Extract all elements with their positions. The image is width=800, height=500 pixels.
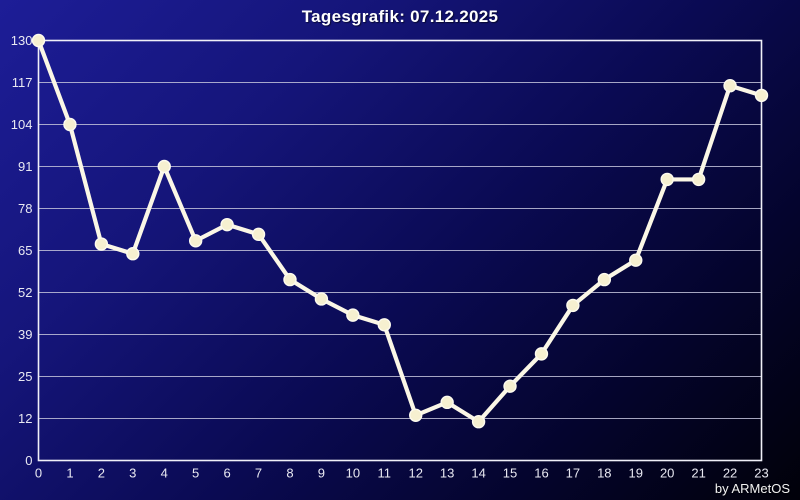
data-point <box>346 308 360 322</box>
data-point <box>314 292 329 306</box>
plot-border <box>37 39 763 462</box>
y-tick-label: 104 <box>11 117 33 132</box>
data-point <box>660 172 674 187</box>
y-tick-label: 117 <box>12 75 33 90</box>
data-point <box>534 347 549 361</box>
y-tick-label: 39 <box>18 327 32 342</box>
data-point <box>409 408 423 422</box>
x-tick-label: 14 <box>471 466 485 481</box>
x-tick-label: 16 <box>534 466 548 481</box>
data-point <box>31 33 46 48</box>
data-point <box>754 88 769 103</box>
data-point <box>723 79 737 93</box>
chart-title: Tagesgrafik: 07.12.2025 <box>301 7 499 26</box>
credit-label: by ARMetOS <box>714 481 790 496</box>
x-tick-label: 5 <box>192 466 199 481</box>
x-tick-label: 2 <box>98 466 105 481</box>
x-tick-label: 7 <box>255 466 262 481</box>
data-point <box>220 217 234 232</box>
x-tick-label: 9 <box>318 466 325 481</box>
x-tick-label: 23 <box>754 466 768 481</box>
x-tick-label: 8 <box>286 466 293 481</box>
data-point <box>188 234 203 248</box>
data-point <box>377 318 391 332</box>
x-tick-label: 12 <box>408 466 422 481</box>
y-tick-label: 91 <box>18 159 32 174</box>
x-tick-label: 3 <box>129 466 136 481</box>
data-point <box>126 247 140 261</box>
x-tick-label: 22 <box>723 466 737 481</box>
data-point <box>629 253 643 267</box>
x-tick-label: 20 <box>660 466 674 481</box>
data-line <box>36 38 764 424</box>
y-tick-label: 65 <box>18 243 32 258</box>
y-tick-label: 130 <box>11 33 33 48</box>
x-tick-label: 11 <box>378 466 392 481</box>
x-tick-label: 10 <box>346 466 360 481</box>
x-tick-label: 15 <box>503 466 517 481</box>
data-point <box>440 395 454 410</box>
x-tick-label: 18 <box>597 466 611 481</box>
data-point <box>251 227 266 242</box>
data-point <box>471 415 486 429</box>
x-tick-label: 21 <box>691 466 705 481</box>
data-point <box>283 272 297 287</box>
y-tick-label: 78 <box>18 201 32 216</box>
data-point <box>566 298 580 313</box>
x-tick-label: 1 <box>66 466 73 481</box>
x-tick-label: 4 <box>161 466 168 481</box>
data-point <box>94 237 109 251</box>
data-point <box>157 159 171 174</box>
y-tick-label: 52 <box>18 285 32 300</box>
data-point <box>63 117 77 132</box>
x-tick-label: 0 <box>35 466 42 481</box>
x-tick-label: 17 <box>566 466 580 481</box>
data-point <box>691 172 706 187</box>
data-point <box>503 379 517 393</box>
x-tick-label: 13 <box>440 466 454 481</box>
y-tick-label: 25 <box>18 369 32 384</box>
y-tick-label: 12 <box>18 411 32 426</box>
x-tick-label: 19 <box>629 466 643 481</box>
data-point <box>597 272 612 287</box>
x-tick-label: 6 <box>223 466 230 481</box>
y-tick-label: 0 <box>25 453 32 468</box>
